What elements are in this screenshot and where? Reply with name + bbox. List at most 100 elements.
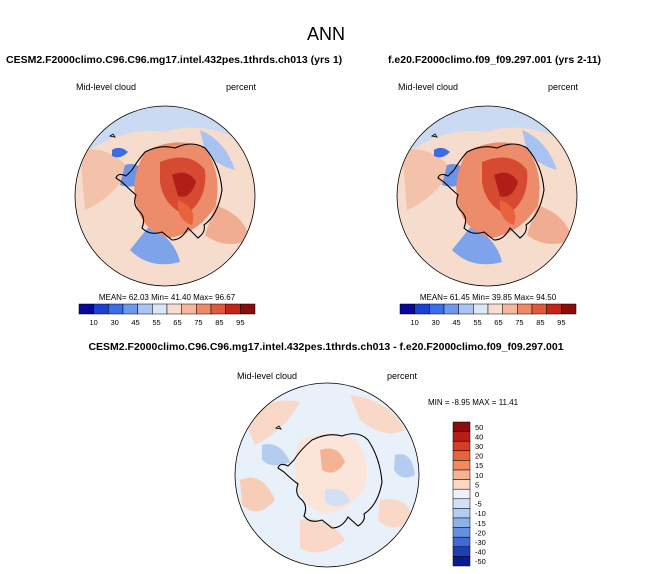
colorbar-swatch bbox=[452, 440, 471, 452]
colorbar-tick-label: 85 bbox=[536, 318, 544, 327]
colorbar-swatch bbox=[452, 556, 471, 567]
colorbar-swatch bbox=[452, 527, 471, 538]
colorbar-tick-label: 75 bbox=[515, 318, 523, 327]
case-title-top-right: f.e20.F2000climo.f09_f09.297.001 (yrs 2-… bbox=[388, 54, 601, 66]
map-boundary bbox=[234, 382, 420, 568]
field-pink-se bbox=[378, 499, 412, 528]
colorbar-tick-label: 85 bbox=[215, 318, 223, 327]
map-top-right bbox=[397, 106, 577, 286]
field-blue-w bbox=[262, 444, 290, 466]
colorbar-tick-label: 40 bbox=[475, 432, 483, 441]
colorbar-tick-label: -50 bbox=[475, 557, 486, 566]
colorbar-tick-label: -15 bbox=[475, 519, 486, 528]
colorbar-tick-label: 5 bbox=[475, 480, 479, 489]
colorbar-tick-label: 45 bbox=[452, 318, 460, 327]
field-blue-ross bbox=[130, 225, 180, 265]
field-antarctica bbox=[294, 433, 368, 514]
colorbar-tick-label: 65 bbox=[173, 318, 181, 327]
colorbar-swatch bbox=[137, 303, 153, 315]
colorbar-swatch bbox=[452, 479, 471, 490]
variable-label-top-right: Mid-level cloud bbox=[398, 82, 458, 92]
colorbar-tick-label: 0 bbox=[475, 490, 479, 499]
field-blue-e bbox=[394, 454, 415, 478]
colorbar-tick-label: 30 bbox=[475, 442, 483, 451]
colorbar-swatch bbox=[546, 303, 562, 315]
colorbar-swatch bbox=[399, 303, 415, 315]
colorbar-swatch bbox=[181, 303, 197, 315]
field-red-east bbox=[527, 205, 572, 244]
field-antarctica-cool bbox=[325, 488, 350, 506]
colorbar-swatch bbox=[93, 303, 109, 315]
field-pink-ne bbox=[350, 395, 405, 434]
stats-top-right: MEAN= 61.45 Min= 39.85 Max= 94.50 bbox=[420, 293, 557, 302]
colorbar-swatch bbox=[452, 498, 471, 509]
colorbar-swatch bbox=[452, 469, 471, 480]
colorbar-swatch bbox=[210, 303, 226, 315]
colorbar-swatch bbox=[166, 303, 182, 315]
colorbar-swatch bbox=[531, 303, 547, 315]
colorbar-swatch bbox=[108, 303, 124, 315]
colorbar-swatch bbox=[452, 431, 471, 442]
map-difference bbox=[235, 383, 419, 567]
colorbar-swatch bbox=[452, 517, 471, 528]
field-antarctica-lobe bbox=[499, 200, 516, 225]
stats-top-left: MEAN= 62.03 Min= 41.40 Max= 96.67 bbox=[99, 293, 236, 302]
colorbar-tick-label: 65 bbox=[494, 318, 502, 327]
map-top-left bbox=[75, 106, 255, 286]
coastline-island bbox=[108, 133, 116, 138]
case-title-top-left: CESM2.F2000climo.C96.C96.mg17.intel.432p… bbox=[6, 54, 342, 66]
colorbar-tick-label: 45 bbox=[131, 318, 139, 327]
colorbar-swatch bbox=[517, 303, 533, 315]
field-pink-w bbox=[240, 477, 275, 512]
field-antarctica-lobe bbox=[177, 200, 194, 225]
colorbar-tick-label: 55 bbox=[152, 318, 160, 327]
variable-label-difference: Mid-level cloud bbox=[237, 371, 297, 381]
units-label-top-right: percent bbox=[548, 82, 579, 92]
colorbar-swatch bbox=[487, 303, 503, 315]
colorbar-tick-label: -5 bbox=[475, 500, 482, 509]
colorbar-tick-label: 55 bbox=[473, 318, 481, 327]
colorbar-swatch bbox=[452, 546, 471, 557]
colorbar-swatch bbox=[452, 421, 471, 432]
field-blue-ne bbox=[200, 130, 235, 170]
colorbar-tick-label: -20 bbox=[475, 528, 486, 537]
colorbar-swatch bbox=[452, 488, 471, 500]
coastline-antarctica bbox=[115, 143, 223, 241]
field-blue-ne bbox=[522, 130, 557, 170]
colorbar-tick-label: 95 bbox=[557, 318, 565, 327]
field-antarctica-max bbox=[494, 172, 518, 197]
colorbar-tick-label: 50 bbox=[475, 423, 483, 432]
colorbar-swatch bbox=[414, 303, 430, 315]
colorbar-swatch bbox=[452, 450, 471, 461]
field-pink-west bbox=[402, 149, 452, 210]
colorbar-tick-label: -40 bbox=[475, 548, 486, 557]
coastline-island bbox=[274, 425, 282, 430]
colorbar-tick-label: 75 bbox=[194, 318, 202, 327]
colorbar-swatch bbox=[458, 303, 474, 315]
variable-label-top-left: Mid-level cloud bbox=[76, 82, 136, 92]
case-title-difference: CESM2.F2000climo.C96.C96.mg17.intel.432p… bbox=[88, 341, 563, 353]
field-darkblue-spot bbox=[434, 147, 450, 158]
colorbar-tick-label: 15 bbox=[475, 461, 483, 470]
colorbar-tick-label: 10 bbox=[475, 471, 483, 480]
panel-top-right: f.e20.F2000climo.f09_f09.297.001 (yrs 2-… bbox=[388, 54, 601, 327]
colorbar-tick-label: 30 bbox=[431, 318, 439, 327]
colorbar-tick-label: 30 bbox=[110, 318, 118, 327]
stats-difference: MIN = -8.95 MAX = 11.41 bbox=[428, 398, 519, 407]
colorbar-top-right: 10 30 45 55 65 75 85 95 bbox=[399, 303, 577, 327]
colorbar-swatch bbox=[443, 303, 459, 315]
colorbar-swatch bbox=[502, 303, 518, 315]
field-blue-ross bbox=[452, 225, 502, 265]
panel-top-left: CESM2.F2000climo.C96.C96.mg17.intel.432p… bbox=[6, 54, 342, 327]
colorbar-tick-label: -30 bbox=[475, 538, 486, 547]
units-label-top-left: percent bbox=[226, 82, 257, 92]
colorbar-swatch bbox=[452, 536, 471, 548]
map-boundary bbox=[396, 105, 578, 287]
field-antarctica-warm bbox=[320, 448, 345, 473]
colorbar-swatch bbox=[152, 303, 168, 315]
colorbar-top-left: 10 30 45 55 65 75 85 95 bbox=[78, 303, 256, 327]
coastline-island bbox=[430, 133, 438, 138]
colorbar-swatch bbox=[452, 508, 471, 519]
units-label-difference: percent bbox=[387, 371, 418, 381]
